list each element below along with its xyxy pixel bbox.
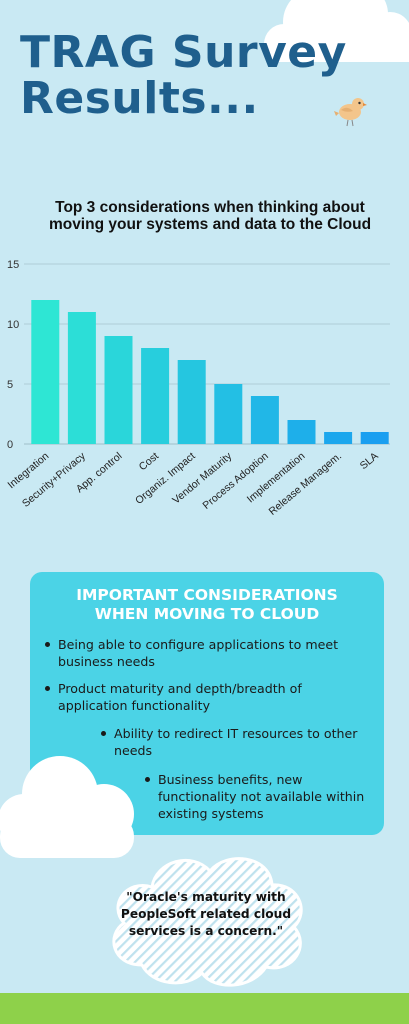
bar	[250, 396, 279, 444]
x-tick-label: Security+Privacy	[20, 450, 88, 510]
page-title-line-2: Results...	[20, 73, 259, 124]
chart-title-line-1: Top 3 considerations when thinking about	[55, 199, 365, 216]
bar	[141, 348, 170, 444]
bar	[67, 312, 96, 444]
y-tick-label: 10	[7, 319, 19, 331]
chart-title-line-2: moving your systems and data to the Clou…	[48, 216, 372, 233]
y-tick-label: 5	[7, 379, 13, 391]
bar	[360, 432, 389, 444]
page-title-line-1: TRAG Survey	[20, 27, 347, 78]
ground-strip	[0, 993, 409, 1024]
bar	[287, 420, 316, 444]
panel-title-line-1: IMPORTANT CONSIDERATIONS	[76, 586, 338, 604]
quote-text: "Oracle's maturity with PeopleSoft relat…	[108, 889, 304, 940]
list-item: Ability to redirect IT resources to othe…	[101, 725, 364, 759]
quote-line-2: PeopleSoft related cloud	[120, 907, 292, 921]
panel-title: IMPORTANT CONSIDERATIONS WHEN MOVING TO …	[30, 586, 384, 624]
cloud-left-icon	[0, 756, 134, 858]
chart-title: Top 3 considerations when thinking about…	[20, 199, 400, 233]
bar	[177, 360, 206, 444]
list-item: Product maturity and depth/breadth of ap…	[45, 680, 358, 714]
considerations-panel: IMPORTANT CONSIDERATIONS WHEN MOVING TO …	[30, 572, 384, 835]
cloud-quote-icon	[112, 857, 303, 987]
list-item: Business benefits, new functionality not…	[145, 771, 368, 822]
quote-line-1: "Oracle's maturity with	[126, 890, 286, 904]
page-title: TRAG Survey Results...	[20, 30, 347, 122]
list-item: Being able to configure applications to …	[45, 636, 368, 670]
bird-icon	[334, 98, 367, 127]
cloud-top-icon	[264, 0, 409, 62]
y-tick-label: 0	[7, 439, 13, 451]
bar	[104, 336, 133, 444]
bar	[31, 300, 60, 444]
x-tick-label: Cost	[137, 450, 161, 473]
panel-title-line-2: WHEN MOVING TO CLOUD	[94, 605, 320, 623]
x-tick-label: SLA	[358, 450, 381, 472]
x-tick-label: Process Adoption	[201, 450, 271, 512]
y-tick-label: 15	[7, 259, 19, 271]
bar	[214, 384, 243, 444]
bar	[324, 432, 353, 444]
quote-line-3: services is a concern."	[128, 924, 284, 938]
